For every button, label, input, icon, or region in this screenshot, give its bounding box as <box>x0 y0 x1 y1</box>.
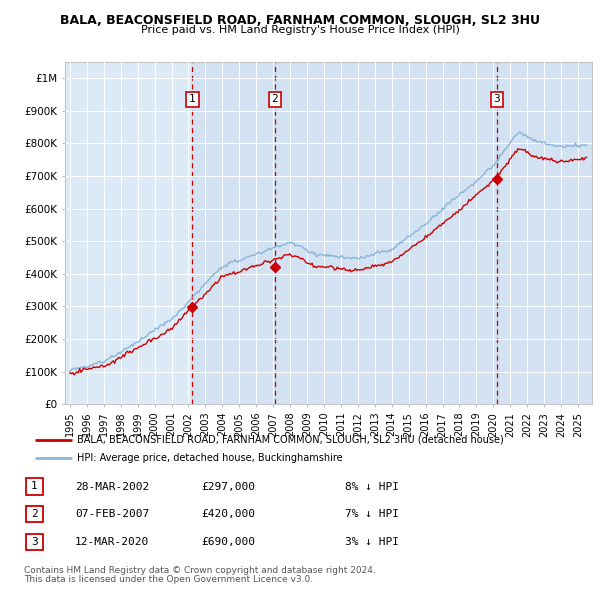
Text: 1: 1 <box>189 94 196 104</box>
Text: 12-MAR-2020: 12-MAR-2020 <box>75 537 149 547</box>
Text: 3: 3 <box>493 94 500 104</box>
Text: 2: 2 <box>271 94 278 104</box>
Bar <box>26 478 43 494</box>
Bar <box>26 506 43 522</box>
Bar <box>193 62 275 404</box>
Text: £690,000: £690,000 <box>201 537 255 547</box>
Text: 8% ↓ HPI: 8% ↓ HPI <box>345 482 399 491</box>
Text: HPI: Average price, detached house, Buckinghamshire: HPI: Average price, detached house, Buck… <box>77 453 343 463</box>
Text: BALA, BEACONSFIELD ROAD, FARNHAM COMMON, SLOUGH, SL2 3HU: BALA, BEACONSFIELD ROAD, FARNHAM COMMON,… <box>60 14 540 27</box>
Bar <box>497 62 592 404</box>
Text: 28-MAR-2002: 28-MAR-2002 <box>75 482 149 491</box>
Text: This data is licensed under the Open Government Licence v3.0.: This data is licensed under the Open Gov… <box>24 575 313 584</box>
Text: £297,000: £297,000 <box>201 482 255 491</box>
Text: 3: 3 <box>31 537 38 547</box>
Text: Contains HM Land Registry data © Crown copyright and database right 2024.: Contains HM Land Registry data © Crown c… <box>24 566 376 575</box>
Text: £420,000: £420,000 <box>201 510 255 519</box>
Bar <box>275 62 497 404</box>
Text: 3% ↓ HPI: 3% ↓ HPI <box>345 537 399 547</box>
Text: 07-FEB-2007: 07-FEB-2007 <box>75 510 149 519</box>
Text: 1: 1 <box>31 481 38 491</box>
Text: BALA, BEACONSFIELD ROAD, FARNHAM COMMON, SLOUGH, SL2 3HU (detached house): BALA, BEACONSFIELD ROAD, FARNHAM COMMON,… <box>77 435 504 445</box>
Text: 7% ↓ HPI: 7% ↓ HPI <box>345 510 399 519</box>
Text: Price paid vs. HM Land Registry's House Price Index (HPI): Price paid vs. HM Land Registry's House … <box>140 25 460 35</box>
Text: 2: 2 <box>31 509 38 519</box>
Bar <box>26 534 43 550</box>
